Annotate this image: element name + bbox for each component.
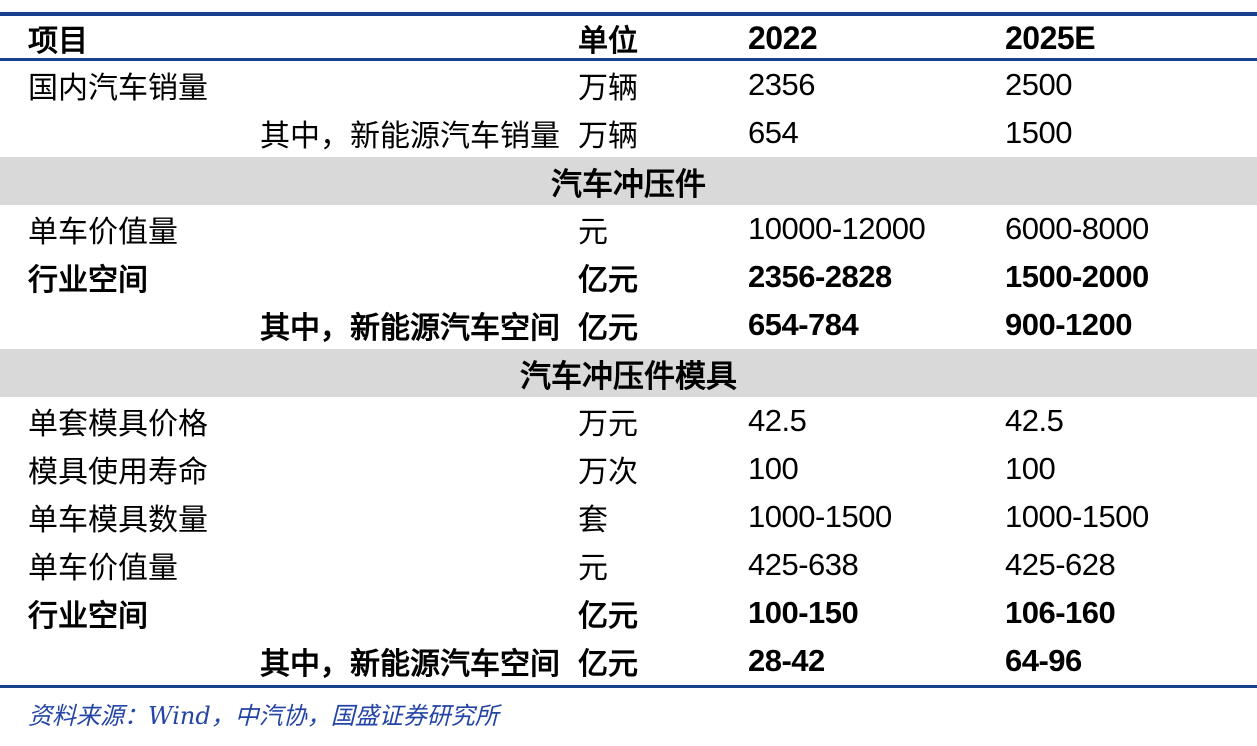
row-label: 单套模具价格 (28, 407, 208, 442)
row-value-2025e: 106-160 (1005, 595, 1116, 630)
header-underline (0, 58, 1257, 61)
row-label: 国内汽车销量 (28, 71, 208, 106)
table-row: 单套模具价格 万元 42.5 42.5 (0, 397, 1257, 445)
table-row: 其中，新能源汽车空间 亿元 654-784 900-1200 (0, 301, 1257, 349)
section-title: 汽车冲压件 (551, 166, 706, 203)
row-value-2025e: 1500 (1005, 115, 1072, 150)
column-header-unit: 单位 (578, 24, 638, 59)
row-value-2022: 425-638 (748, 547, 859, 582)
row-unit: 亿元 (578, 311, 638, 346)
row-unit: 万辆 (578, 119, 638, 154)
row-label: 单车价值量 (28, 551, 178, 586)
row-unit: 万元 (578, 407, 638, 442)
row-value-2025e: 2500 (1005, 67, 1072, 102)
source-note: 资料来源：Wind，中汽协，国盛证券研究所 (28, 702, 499, 730)
row-value-2025e: 1500-2000 (1005, 259, 1149, 294)
table-row: 行业空间 亿元 100-150 106-160 (0, 589, 1257, 637)
table-row: 单车模具数量 套 1000-1500 1000-1500 (0, 493, 1257, 541)
row-label: 单车模具数量 (28, 503, 208, 538)
row-value-2022: 100 (748, 451, 799, 486)
row-value-2022: 10000-12000 (748, 211, 926, 246)
forecast-table: 项目 单位 2022 2025E 国内汽车销量 万辆 2356 2500 其中，新能源汽… (0, 12, 1257, 731)
row-label: 模具使用寿命 (28, 455, 208, 490)
row-value-2022: 654-784 (748, 307, 859, 342)
row-value-2025e: 425-628 (1005, 547, 1116, 582)
row-value-2022: 28-42 (748, 643, 825, 678)
table-body: 国内汽车销量 万辆 2356 2500 其中，新能源汽车销量 万辆 654 1500 汽车冲压件… (0, 61, 1257, 685)
row-value-2022: 100-150 (748, 595, 859, 630)
table-row: 单车价值量 元 10000-12000 6000-8000 (0, 205, 1257, 253)
column-header-2025e: 2025E (1005, 19, 1096, 56)
row-unit: 套 (578, 503, 608, 538)
table-top-border (0, 12, 1257, 16)
row-unit: 元 (578, 215, 608, 250)
row-label: 其中，新能源汽车销量 (260, 119, 560, 154)
row-value-2025e: 1000-1500 (1005, 499, 1149, 534)
section-header-bar: 汽车冲压件 (0, 157, 1257, 205)
row-unit: 万辆 (578, 71, 638, 106)
row-label: 其中，新能源汽车空间 (260, 647, 560, 682)
section-title: 汽车冲压件模具 (520, 358, 737, 395)
row-value-2025e: 6000-8000 (1005, 211, 1149, 246)
row-value-2025e: 100 (1005, 451, 1056, 486)
row-value-2022: 1000-1500 (748, 499, 892, 534)
row-unit: 亿元 (578, 599, 638, 634)
row-label: 单车价值量 (28, 215, 178, 250)
table-row: 单车价值量 元 425-638 425-628 (0, 541, 1257, 589)
row-value-2025e: 900-1200 (1005, 307, 1133, 342)
row-value-2022: 42.5 (748, 403, 807, 438)
column-header-item: 项目 (28, 24, 88, 59)
row-label: 行业空间 (28, 599, 148, 634)
column-header-2022: 2022 (748, 19, 818, 56)
table-row: 其中，新能源汽车空间 亿元 28-42 64-96 (0, 637, 1257, 685)
table-bottom-border (0, 685, 1257, 688)
table-row: 行业空间 亿元 2356-2828 1500-2000 (0, 253, 1257, 301)
row-unit: 亿元 (578, 647, 638, 682)
table-row: 模具使用寿命 万次 100 100 (0, 445, 1257, 493)
row-value-2025e: 64-96 (1005, 643, 1082, 678)
row-unit: 万次 (578, 455, 638, 490)
row-value-2022: 2356-2828 (748, 259, 892, 294)
section-header-bar: 汽车冲压件模具 (0, 349, 1257, 397)
row-label: 其中，新能源汽车空间 (260, 311, 560, 346)
table-row: 国内汽车销量 万辆 2356 2500 (0, 61, 1257, 109)
table-row: 其中，新能源汽车销量 万辆 654 1500 (0, 109, 1257, 157)
table-header-row: 项目 单位 2022 2025E (0, 16, 1257, 60)
row-unit: 元 (578, 551, 608, 586)
row-value-2022: 654 (748, 115, 799, 150)
row-value-2022: 2356 (748, 67, 815, 102)
row-value-2025e: 42.5 (1005, 403, 1064, 438)
row-label: 行业空间 (28, 263, 148, 298)
row-unit: 亿元 (578, 263, 638, 298)
